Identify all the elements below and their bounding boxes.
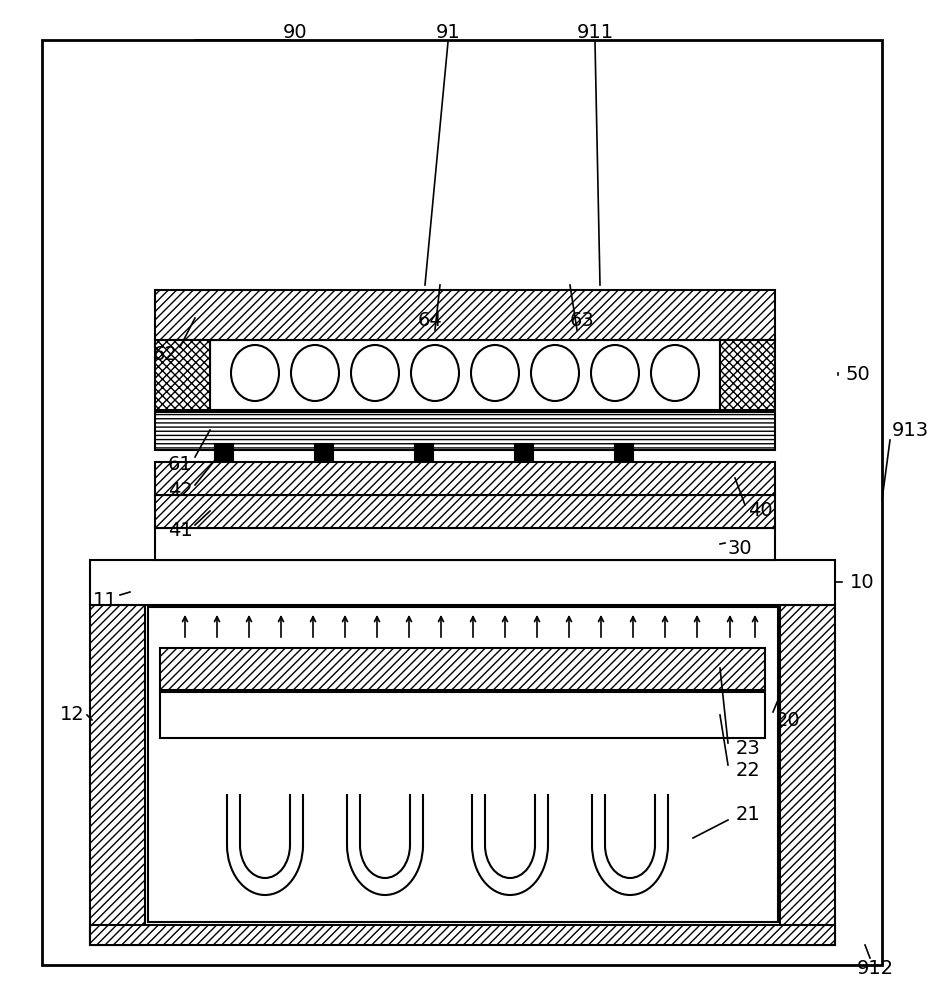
Bar: [515, 444, 533, 460]
Text: 913: 913: [891, 420, 929, 440]
Ellipse shape: [531, 345, 579, 401]
Bar: [315, 444, 333, 460]
Text: 41: 41: [167, 520, 193, 540]
Text: 62: 62: [152, 346, 178, 364]
Bar: [155, 462, 775, 495]
Bar: [415, 444, 433, 460]
Bar: [155, 340, 210, 410]
Ellipse shape: [351, 345, 399, 401]
Bar: [155, 495, 775, 528]
Text: 30: 30: [728, 538, 752, 558]
Bar: [615, 444, 633, 460]
Text: 61: 61: [167, 456, 193, 475]
Ellipse shape: [411, 345, 459, 401]
Bar: [215, 444, 233, 460]
Text: 50: 50: [846, 365, 870, 384]
Ellipse shape: [231, 345, 279, 401]
Text: 63: 63: [570, 310, 594, 330]
Text: 64: 64: [417, 310, 443, 330]
Bar: [780, 605, 835, 945]
Ellipse shape: [591, 345, 639, 401]
Bar: [155, 412, 775, 450]
Text: 23: 23: [736, 738, 760, 758]
Text: 10: 10: [850, 572, 874, 591]
Ellipse shape: [651, 345, 699, 401]
Bar: [90, 925, 835, 945]
Text: 40: 40: [747, 500, 773, 520]
Bar: [210, 340, 720, 410]
Text: 20: 20: [776, 710, 800, 730]
Text: 42: 42: [167, 481, 193, 499]
Bar: [42, 40, 882, 965]
Text: 12: 12: [59, 706, 85, 724]
Bar: [160, 692, 765, 738]
Bar: [148, 607, 778, 922]
Bar: [155, 290, 775, 340]
Text: 912: 912: [856, 958, 894, 978]
Bar: [160, 648, 765, 690]
Text: 911: 911: [576, 22, 614, 41]
Bar: [90, 560, 835, 605]
Text: 22: 22: [736, 760, 760, 780]
Text: 21: 21: [736, 806, 760, 824]
Bar: [155, 528, 775, 560]
Bar: [90, 605, 145, 945]
Bar: [720, 340, 775, 410]
Text: 91: 91: [435, 22, 461, 41]
Ellipse shape: [471, 345, 519, 401]
Ellipse shape: [291, 345, 339, 401]
Text: 11: 11: [93, 590, 118, 609]
Text: 90: 90: [283, 22, 307, 41]
